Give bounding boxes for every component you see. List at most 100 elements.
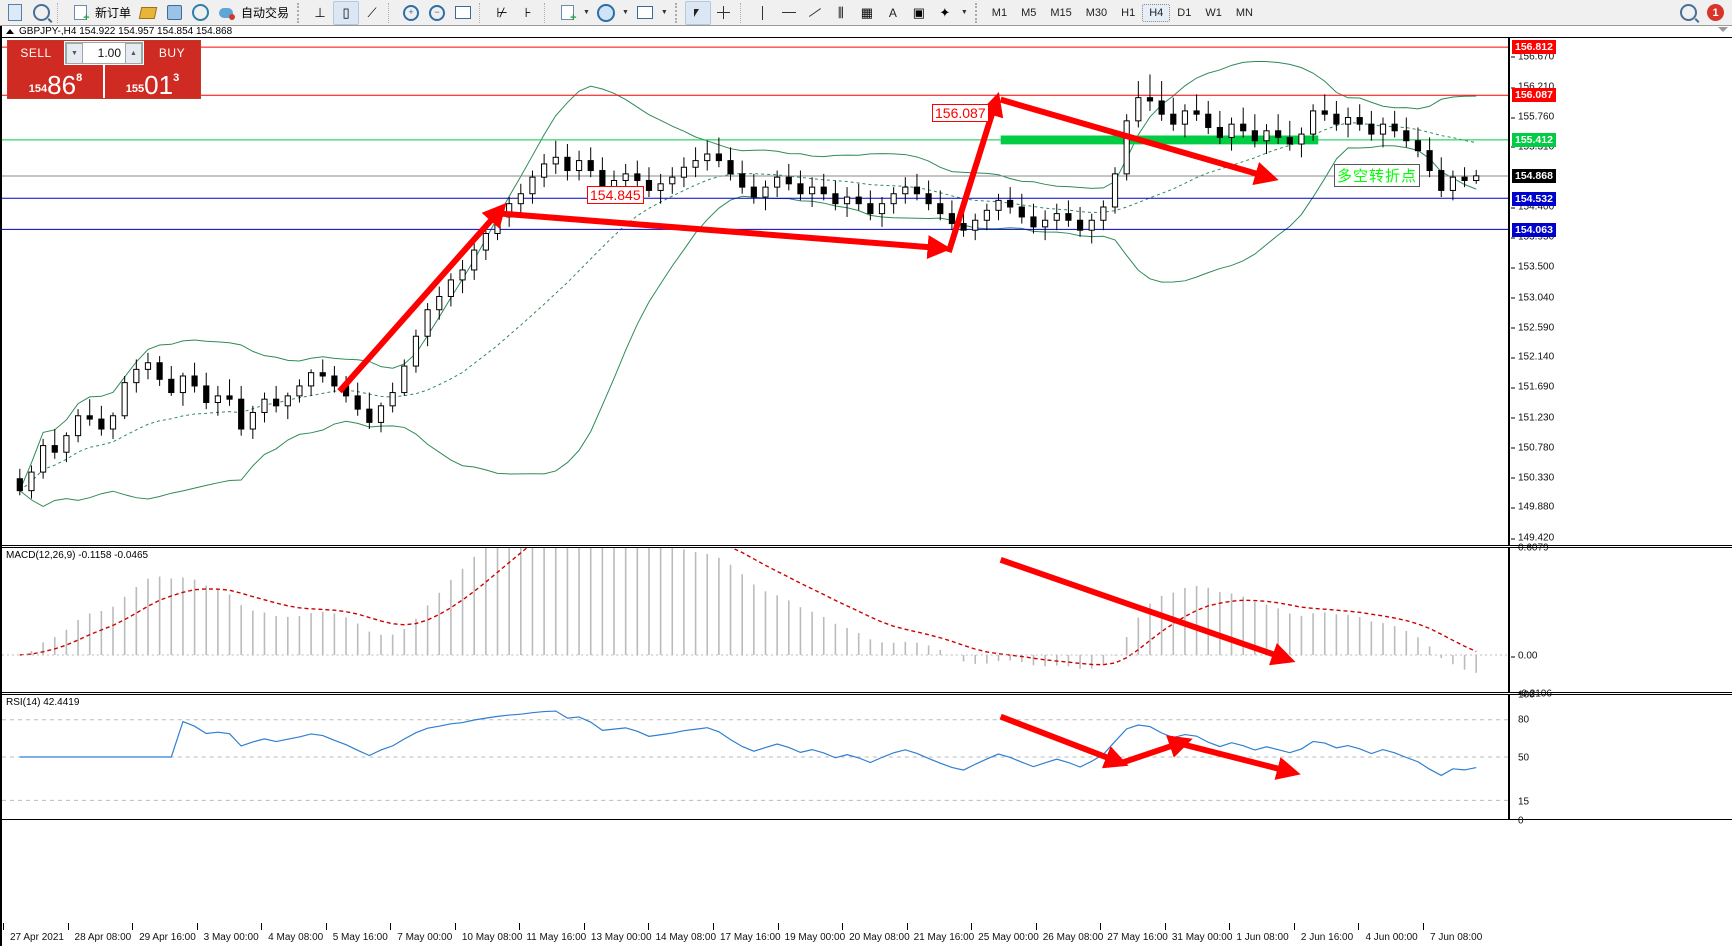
timeframe-m30[interactable]: M30: [1085, 6, 1108, 19]
tile-windows-icon[interactable]: [450, 1, 476, 25]
rsi-plot-area[interactable]: [2, 695, 1510, 819]
candlestick-chart-icon[interactable]: ▯: [333, 0, 360, 25]
price-label-156087[interactable]: 156.087: [932, 104, 989, 122]
bar-chart-icon[interactable]: ⊥: [314, 5, 326, 20]
new-order-icon[interactable]: [67, 1, 93, 25]
rsi-axis[interactable]: 100 80 50 15 0: [1508, 690, 1732, 827]
shapes-icon[interactable]: ✦: [939, 5, 951, 20]
line-chart-icon[interactable]: ⟋: [367, 5, 377, 20]
market-watch-icon[interactable]: [28, 1, 54, 25]
macd-pane[interactable]: MACD(12,26,9) -0.1158 -0.0465 0.6079 0.00…: [2, 543, 1732, 700]
cursor-icon[interactable]: [684, 0, 711, 25]
indicators-dropdown-caret-icon[interactable]: ▼: [583, 9, 590, 16]
price-level-label[interactable]: 156.087: [1512, 88, 1556, 103]
zoom-in-icon[interactable]: +: [398, 1, 424, 25]
price-label-154845[interactable]: 154.845: [587, 186, 644, 204]
page-title: GBPJPY-,H4 154.922 154.957 154.854 154.8…: [19, 26, 233, 37]
time-tick: 17 May 16:00: [713, 923, 781, 943]
price-level-label[interactable]: 156.812: [1512, 40, 1556, 55]
timeframe-h1[interactable]: H1: [1121, 6, 1136, 19]
volume-decrease-icon[interactable]: ▼: [66, 42, 83, 64]
timeframe-mn[interactable]: MN: [1235, 6, 1253, 19]
timeframe-d1[interactable]: D1: [1177, 6, 1192, 19]
alerts-icon[interactable]: 1: [1707, 4, 1724, 21]
auto-trading-icon[interactable]: [213, 1, 239, 25]
one-click-trading-panel[interactable]: SELL ▼ 1.00 ▲ BUY 154 86 8 155 01 3: [7, 40, 201, 99]
time-tick: 20 May 08:00: [842, 923, 910, 943]
turning-point-note[interactable]: 多空转折点: [1334, 164, 1421, 187]
rsi-tick: 100: [1518, 689, 1535, 701]
price-level-label[interactable]: 154.063: [1512, 222, 1556, 237]
time-tick: 27 May 16:00: [1100, 923, 1168, 943]
timeframe-m1[interactable]: M1: [991, 6, 1008, 19]
price-pane[interactable]: 156.087 154.845 多空转折点 156.670 156.210 155.76…: [2, 38, 1732, 546]
toolbar-separator: [544, 2, 551, 23]
price-tick: 153.950: [1510, 231, 1555, 243]
chart-shift-icon[interactable]: ⊦: [524, 5, 532, 20]
templates-dropdown-caret-icon[interactable]: ▼: [660, 9, 668, 16]
text-label-icon[interactable]: A: [888, 5, 897, 20]
price-tick: 151.690: [1510, 381, 1555, 393]
price-level-label[interactable]: 154.868: [1512, 169, 1556, 184]
time-tick: 4 Jun 00:00: [1358, 923, 1418, 943]
vertical-line-icon[interactable]: [750, 1, 776, 25]
horizontal-line-icon[interactable]: [776, 1, 802, 25]
buy-price-display[interactable]: 155 01 3: [103, 65, 200, 98]
time-tick: 31 May 00:00: [1164, 923, 1233, 943]
time-tick: 13 May 00:00: [583, 923, 652, 943]
crosshair-icon[interactable]: [711, 1, 737, 25]
indicators-icon[interactable]: [554, 1, 580, 25]
sell-price-main: 86: [47, 70, 77, 100]
price-level-label[interactable]: 154.532: [1512, 191, 1556, 206]
timeframe-group: M1 M5 M15 M30 H1 H4 D1 W1 MN: [985, 3, 1260, 22]
auto-trading-label[interactable]: 自动交易: [241, 6, 290, 20]
time-tick: 19 May 00:00: [777, 923, 846, 943]
toolbar-grip[interactable]: [974, 2, 981, 23]
time-axis[interactable]: 27 Apr 2021 28 Apr 08:00 29 Apr 16:00 3 May…: [2, 922, 1510, 946]
volume-value[interactable]: 1.00: [97, 46, 121, 60]
sell-price-display[interactable]: 154 86 8: [8, 65, 103, 98]
toolbar-separator: [57, 2, 64, 23]
text-icon[interactable]: ▣: [912, 5, 925, 20]
document-icon[interactable]: [2, 1, 28, 25]
equidistant-channel-icon[interactable]: ▦: [860, 5, 873, 20]
toolbar-separator: [739, 2, 747, 23]
volume-stepper[interactable]: ▼ 1.00 ▲: [65, 42, 143, 64]
sell-button[interactable]: SELL: [8, 41, 64, 65]
macd-axis[interactable]: 0.6079 0.00 -0.2106: [1508, 543, 1732, 700]
macd-plot-area[interactable]: [2, 548, 1510, 692]
chart-scroll-caret-icon[interactable]: [1718, 27, 1728, 32]
templates-icon[interactable]: [632, 1, 658, 25]
fibonacci-icon[interactable]: ⫼: [837, 5, 844, 20]
data-window-icon[interactable]: [161, 1, 187, 25]
price-tick: 153.040: [1510, 292, 1555, 304]
rsi-pane[interactable]: RSI(14) 42.4419 100 80 50 15 0: [2, 690, 1732, 827]
timeframe-m5[interactable]: M5: [1021, 6, 1037, 19]
oct-top-row: SELL ▼ 1.00 ▲ BUY: [8, 41, 200, 65]
period-dropdown-caret-icon[interactable]: ▼: [621, 9, 629, 16]
price-axis[interactable]: 156.670156.210155.760155.310154.400153.9…: [1508, 38, 1732, 545]
timeframe-w1[interactable]: W1: [1205, 6, 1222, 19]
navigator-icon[interactable]: [187, 1, 213, 25]
zoom-out-icon[interactable]: −: [424, 1, 450, 25]
search-icon[interactable]: [1675, 1, 1701, 25]
trendline-icon[interactable]: [802, 1, 828, 25]
buy-button[interactable]: BUY: [144, 41, 200, 65]
price-level-label[interactable]: 155.412: [1512, 133, 1556, 148]
price-tick: 156.210: [1510, 81, 1555, 93]
timeframe-h4[interactable]: H4: [1142, 3, 1171, 22]
auto-scroll-icon[interactable]: ⊬: [496, 5, 508, 20]
price-plot-area[interactable]: 156.087 154.845 多空转折点: [2, 38, 1510, 545]
timeframe-m15[interactable]: M15: [1050, 6, 1072, 19]
toolbar-grip[interactable]: [674, 2, 681, 23]
macd-tick: 0.00: [1510, 650, 1538, 662]
toolbar-grip[interactable]: [297, 2, 303, 23]
volume-increase-icon[interactable]: ▲: [125, 42, 142, 64]
price-tick: 150.780: [1510, 442, 1555, 454]
shapes-dropdown-caret-icon[interactable]: ▼: [960, 9, 968, 16]
expert-advisor-icon[interactable]: [135, 1, 161, 25]
rsi-tick: 15: [1518, 796, 1530, 808]
period-icon[interactable]: [593, 1, 619, 25]
maximize-triangle-icon[interactable]: [6, 29, 14, 34]
new-order-label[interactable]: 新订单: [95, 6, 132, 20]
